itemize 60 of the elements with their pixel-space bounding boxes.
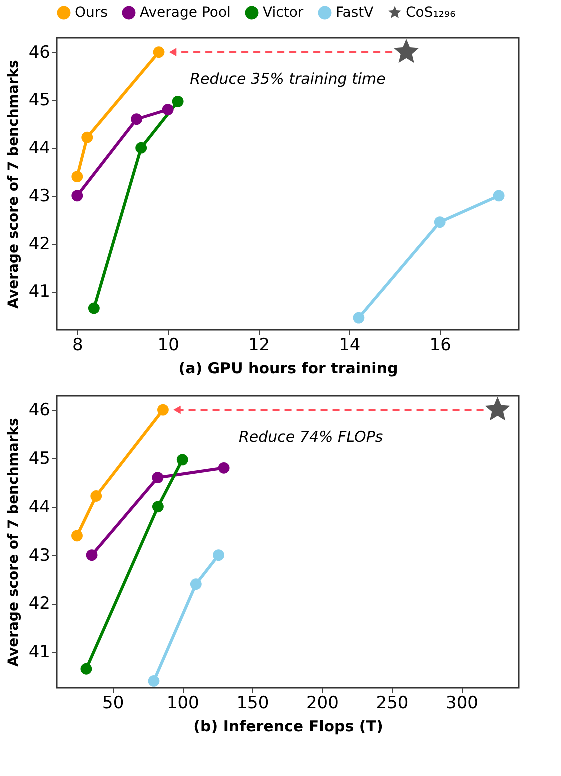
point bbox=[90, 490, 102, 502]
x-axis-title: (b) Inference Flops (T) bbox=[194, 718, 384, 736]
y-tick-label: 42 bbox=[28, 594, 50, 614]
x-tick-label: 12 bbox=[248, 336, 270, 356]
point bbox=[136, 142, 148, 154]
y-tick-label: 44 bbox=[28, 138, 50, 159]
y-tick-label: 42 bbox=[28, 234, 50, 254]
point bbox=[176, 454, 188, 466]
annotation: Reduce 74% FLOPs bbox=[238, 428, 384, 446]
point bbox=[353, 312, 365, 324]
y-tick-label: 45 bbox=[28, 448, 50, 469]
y-tick-label: 44 bbox=[28, 497, 50, 518]
legend-label: Ours bbox=[75, 5, 108, 21]
x-tick-label: 16 bbox=[430, 336, 452, 356]
annotation: Reduce 35% training time bbox=[190, 70, 386, 88]
x-tick-label: 150 bbox=[236, 694, 270, 714]
point bbox=[172, 96, 184, 108]
y-tick-label: 46 bbox=[28, 400, 50, 421]
point bbox=[394, 39, 420, 64]
point bbox=[152, 472, 164, 484]
x-tick-label: 250 bbox=[376, 694, 409, 714]
point bbox=[88, 302, 100, 314]
point bbox=[493, 190, 505, 202]
x-tick-label: 300 bbox=[446, 694, 478, 714]
x-tick-label: 10 bbox=[158, 336, 180, 356]
y-tick-label: 46 bbox=[28, 42, 50, 63]
legend-label: Average Pool bbox=[140, 5, 231, 21]
point bbox=[158, 404, 169, 416]
point bbox=[213, 550, 224, 562]
y-axis-title: Average score of 7 benchmarks bbox=[6, 418, 22, 667]
point bbox=[162, 104, 174, 116]
x-tick-label: 200 bbox=[306, 694, 339, 714]
point bbox=[86, 550, 98, 562]
y-tick-label: 43 bbox=[28, 546, 50, 566]
y-tick-label: 41 bbox=[28, 642, 50, 663]
point bbox=[190, 578, 202, 590]
legend-label: FastV bbox=[336, 5, 374, 21]
point bbox=[131, 114, 142, 126]
point bbox=[72, 190, 84, 202]
x-tick-label: 14 bbox=[339, 336, 361, 356]
point bbox=[152, 501, 164, 513]
x-tick-label: 100 bbox=[166, 694, 200, 714]
x-axis-title: (a) GPU hours for training bbox=[178, 360, 398, 378]
x-tick-label: 8 bbox=[72, 336, 84, 356]
point bbox=[72, 530, 83, 542]
y-axis-title: Average score of 7 benchmarks bbox=[6, 60, 22, 309]
point bbox=[72, 171, 84, 183]
point bbox=[485, 396, 510, 421]
y-tick-label: 43 bbox=[28, 186, 50, 206]
legend-label: Victor bbox=[263, 5, 304, 21]
legend-label: CoS₁₂₉₆ bbox=[406, 5, 456, 21]
point bbox=[218, 462, 230, 474]
y-tick-label: 45 bbox=[28, 90, 50, 111]
x-tick-label: 50 bbox=[102, 694, 124, 714]
point bbox=[80, 663, 92, 675]
point bbox=[434, 216, 446, 228]
point bbox=[82, 132, 94, 144]
y-tick-label: 41 bbox=[28, 282, 50, 302]
point bbox=[153, 46, 165, 58]
point bbox=[148, 676, 160, 687]
